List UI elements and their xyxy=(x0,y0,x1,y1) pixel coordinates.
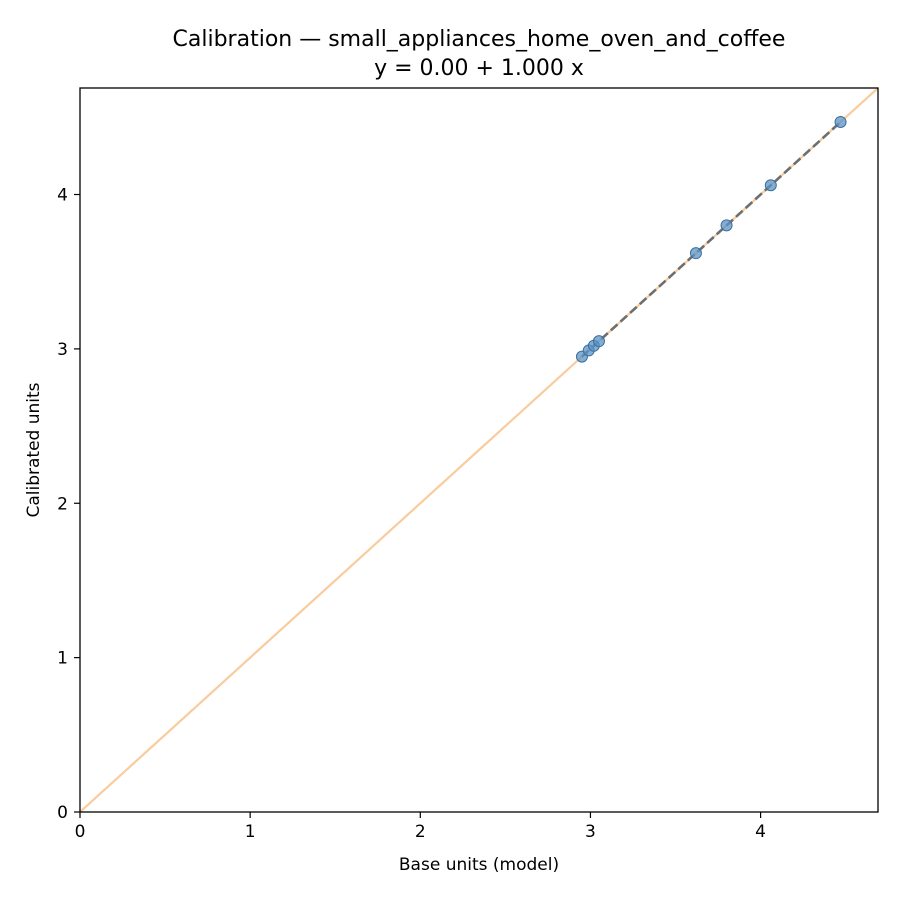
y-axis-ticks: 0 1 2 3 4 xyxy=(57,186,80,823)
y-tick-label: 2 xyxy=(57,494,68,514)
x-tick-label: 2 xyxy=(415,822,426,842)
identity-line xyxy=(80,88,878,812)
fit-line xyxy=(581,120,842,358)
x-axis-label: Base units (model) xyxy=(399,855,559,875)
data-point xyxy=(764,179,777,192)
data-point xyxy=(720,219,733,232)
data-point xyxy=(592,335,605,348)
y-tick-label: 3 xyxy=(57,340,68,360)
axes-frame xyxy=(79,87,879,813)
x-tick-label: 3 xyxy=(585,822,596,842)
data-point xyxy=(834,115,847,128)
x-tick-label: 0 xyxy=(75,822,86,842)
x-tick-label: 1 xyxy=(245,822,256,842)
chart-title: Calibration — small_appliances_home_oven… xyxy=(173,27,786,52)
y-tick-label: 1 xyxy=(57,649,68,669)
chart-subtitle: y = 0.00 + 1.000 x xyxy=(374,56,584,81)
y-tick-label: 4 xyxy=(57,186,68,206)
x-tick-label: 4 xyxy=(755,822,766,842)
plot-area xyxy=(80,88,878,812)
data-point xyxy=(689,247,702,260)
y-axis-label: Calibrated units xyxy=(24,382,44,517)
x-axis-ticks: 0 1 2 3 4 xyxy=(75,812,766,842)
y-tick-label: 0 xyxy=(57,803,68,823)
